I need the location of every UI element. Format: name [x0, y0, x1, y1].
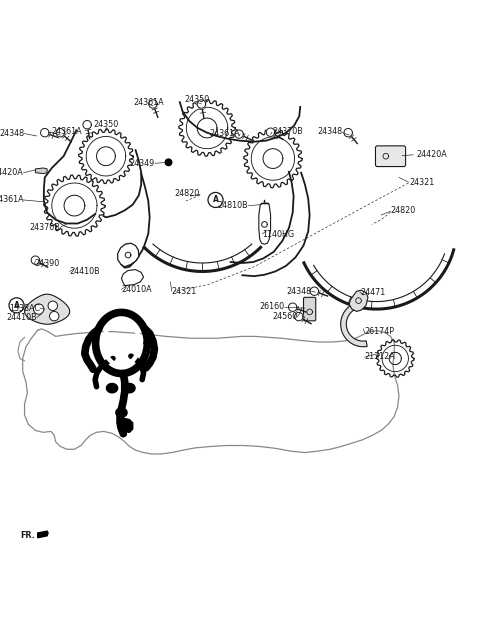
Text: 24471: 24471 [360, 288, 385, 297]
Polygon shape [165, 159, 172, 166]
Polygon shape [288, 303, 297, 311]
Text: 24560: 24560 [272, 311, 298, 320]
Polygon shape [36, 168, 47, 174]
Text: 24348: 24348 [317, 127, 343, 136]
Text: 24361A: 24361A [0, 196, 24, 204]
Text: 26174P: 26174P [365, 327, 395, 336]
Polygon shape [118, 419, 133, 433]
Polygon shape [38, 531, 48, 538]
Text: FR.: FR. [20, 531, 35, 540]
Text: 1140HG: 1140HG [263, 230, 295, 240]
Polygon shape [41, 129, 49, 137]
Polygon shape [310, 287, 319, 296]
Polygon shape [295, 312, 303, 321]
Circle shape [49, 311, 59, 321]
Text: 24410B: 24410B [70, 267, 100, 276]
Polygon shape [266, 128, 275, 136]
Text: 24420A: 24420A [0, 168, 24, 177]
Polygon shape [349, 290, 368, 311]
Polygon shape [31, 256, 40, 264]
Text: 24820: 24820 [175, 189, 200, 198]
Text: 24349: 24349 [129, 159, 155, 168]
Polygon shape [341, 302, 367, 347]
Polygon shape [56, 129, 64, 137]
Text: 24348: 24348 [0, 129, 24, 138]
Polygon shape [235, 130, 243, 138]
Circle shape [48, 301, 58, 310]
FancyBboxPatch shape [303, 297, 316, 321]
Polygon shape [344, 129, 352, 137]
Text: A: A [213, 196, 218, 204]
Text: 24420A: 24420A [416, 150, 447, 159]
Text: 24321: 24321 [409, 178, 434, 187]
Circle shape [208, 192, 223, 208]
Text: 24390: 24390 [34, 259, 59, 268]
Text: 21312A: 21312A [365, 352, 396, 361]
Polygon shape [118, 243, 139, 267]
Text: 24321: 24321 [172, 287, 197, 296]
Text: 24010A: 24010A [121, 285, 152, 294]
FancyBboxPatch shape [375, 146, 406, 166]
Polygon shape [116, 408, 127, 417]
Polygon shape [259, 203, 271, 244]
Text: 24348: 24348 [287, 287, 312, 296]
Polygon shape [149, 100, 157, 108]
Polygon shape [83, 120, 91, 129]
Circle shape [34, 304, 44, 314]
Text: 24370B: 24370B [272, 127, 303, 136]
Text: 24350: 24350 [93, 120, 119, 129]
Text: 24410B: 24410B [6, 313, 37, 322]
Polygon shape [121, 269, 144, 285]
Text: 24820: 24820 [391, 206, 416, 215]
Polygon shape [124, 383, 135, 393]
Text: 24361A: 24361A [209, 129, 240, 138]
Text: 1338AC: 1338AC [9, 304, 40, 313]
Text: A: A [13, 301, 20, 310]
Polygon shape [107, 383, 118, 393]
Polygon shape [24, 294, 70, 324]
Text: 24361A: 24361A [133, 97, 164, 106]
Circle shape [9, 298, 24, 313]
Text: 24810B: 24810B [218, 201, 249, 210]
Text: 24361A: 24361A [51, 127, 82, 136]
Text: 24350: 24350 [184, 96, 209, 104]
Text: 24370B: 24370B [30, 223, 60, 232]
Text: 26160: 26160 [260, 302, 285, 311]
Polygon shape [197, 100, 205, 108]
